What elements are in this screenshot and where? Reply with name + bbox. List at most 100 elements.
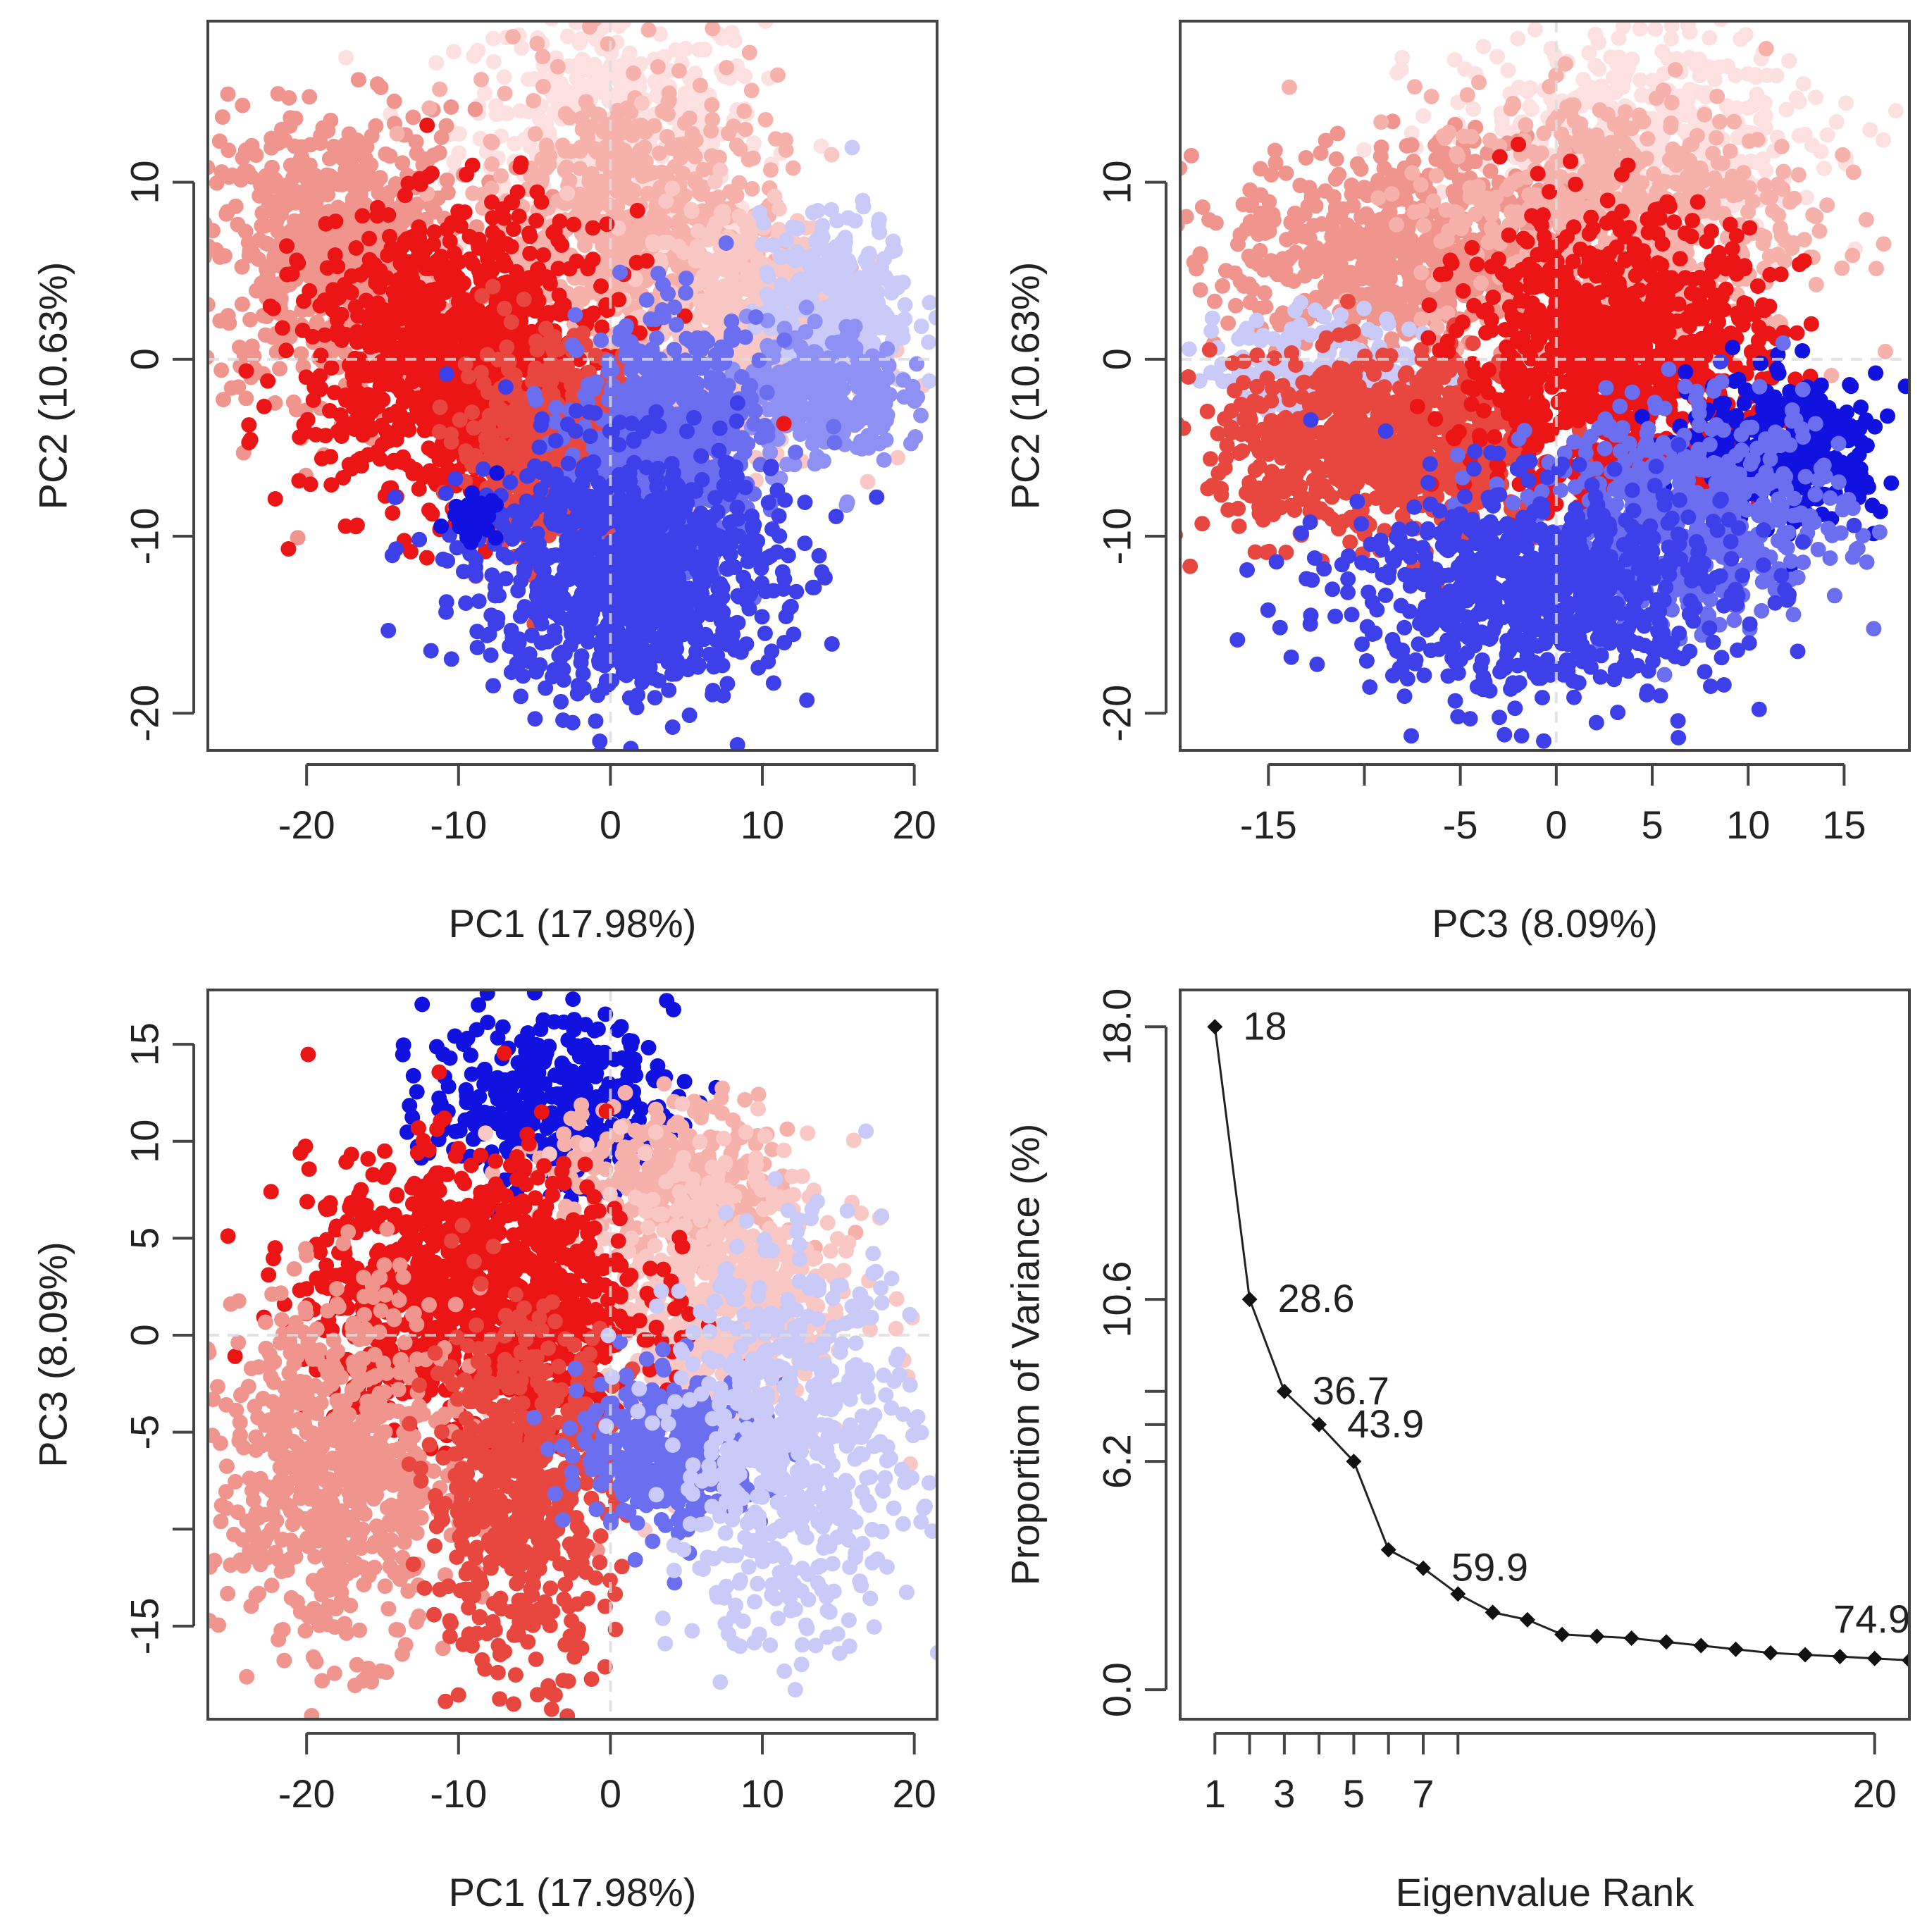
data-point xyxy=(467,101,483,118)
data-point xyxy=(355,145,371,161)
data-point xyxy=(708,215,724,231)
data-point xyxy=(798,299,814,316)
data-point xyxy=(593,332,609,348)
data-point xyxy=(759,264,775,280)
data-point xyxy=(264,140,280,156)
data-point xyxy=(378,423,395,440)
data-point xyxy=(760,313,776,328)
data-point xyxy=(238,363,254,379)
data-point xyxy=(822,388,838,404)
data-point xyxy=(554,2,569,18)
data-point xyxy=(551,341,566,357)
data-point xyxy=(599,216,615,233)
data-point xyxy=(358,292,374,309)
data-point xyxy=(220,308,236,323)
data-point xyxy=(711,149,727,166)
data-point xyxy=(274,320,290,336)
data-point xyxy=(623,1,638,16)
data-point xyxy=(718,235,734,251)
data-point xyxy=(385,505,401,521)
data-point xyxy=(477,85,493,101)
data-point xyxy=(913,407,929,423)
data-point xyxy=(541,156,557,173)
data-point xyxy=(208,159,216,175)
data-point xyxy=(683,0,699,11)
data-point xyxy=(272,361,287,377)
data-point xyxy=(538,321,554,337)
data-point xyxy=(383,407,399,423)
data-point xyxy=(882,274,898,290)
data-point xyxy=(727,258,743,274)
data-point xyxy=(257,185,273,201)
data-point xyxy=(893,323,910,339)
data-point xyxy=(913,318,929,335)
data-point xyxy=(818,306,834,322)
data-point xyxy=(287,111,304,127)
data-point xyxy=(601,363,617,379)
data-point xyxy=(175,236,191,252)
data-point xyxy=(547,414,563,431)
data-point xyxy=(685,389,701,405)
data-point xyxy=(566,4,581,20)
data-point xyxy=(629,237,645,254)
data-point xyxy=(370,295,386,311)
data-point xyxy=(402,543,419,559)
data-point xyxy=(419,117,435,133)
data-point xyxy=(533,194,550,210)
data-point xyxy=(223,380,240,396)
data-point xyxy=(670,258,686,274)
data-point xyxy=(437,285,453,301)
data-point xyxy=(322,402,337,419)
data-point xyxy=(575,0,590,11)
data-point xyxy=(634,95,650,111)
data-point xyxy=(417,241,433,257)
data-point xyxy=(461,251,478,267)
data-point xyxy=(724,313,740,329)
data-point xyxy=(302,89,318,105)
data-point xyxy=(547,223,563,240)
data-point xyxy=(278,342,295,359)
data-point xyxy=(824,147,840,163)
data-point xyxy=(693,360,710,376)
data-point xyxy=(484,194,500,210)
data-point xyxy=(390,376,407,392)
data-point xyxy=(724,269,741,285)
data-point xyxy=(480,384,496,400)
data-point xyxy=(397,299,414,315)
data-point xyxy=(554,360,570,376)
data-point xyxy=(726,118,741,135)
data-point xyxy=(495,201,511,217)
data-point xyxy=(479,438,495,454)
data-point xyxy=(313,347,329,364)
data-point xyxy=(743,390,760,407)
data-point xyxy=(690,223,707,239)
data-point xyxy=(443,99,459,115)
data-point xyxy=(317,327,333,343)
data-point xyxy=(659,106,676,122)
data-point xyxy=(452,412,468,428)
data-point xyxy=(281,90,297,106)
data-point xyxy=(671,193,688,209)
data-point xyxy=(746,416,762,432)
data-point xyxy=(667,299,683,316)
data-point xyxy=(371,279,388,295)
data-point xyxy=(323,360,340,376)
data-point xyxy=(426,224,442,240)
data-point xyxy=(472,324,488,340)
data-point xyxy=(620,381,636,397)
data-point xyxy=(809,273,825,289)
data-point xyxy=(382,228,397,244)
data-point xyxy=(171,239,187,254)
data-point xyxy=(238,390,254,407)
data-point xyxy=(445,345,461,361)
data-point xyxy=(748,309,764,325)
data-point xyxy=(336,229,352,245)
data-point xyxy=(692,78,708,94)
data-point xyxy=(176,260,192,275)
data-point xyxy=(562,173,578,189)
data-point xyxy=(826,435,843,451)
data-point xyxy=(743,82,760,99)
data-point xyxy=(638,292,655,308)
data-point xyxy=(307,245,323,261)
